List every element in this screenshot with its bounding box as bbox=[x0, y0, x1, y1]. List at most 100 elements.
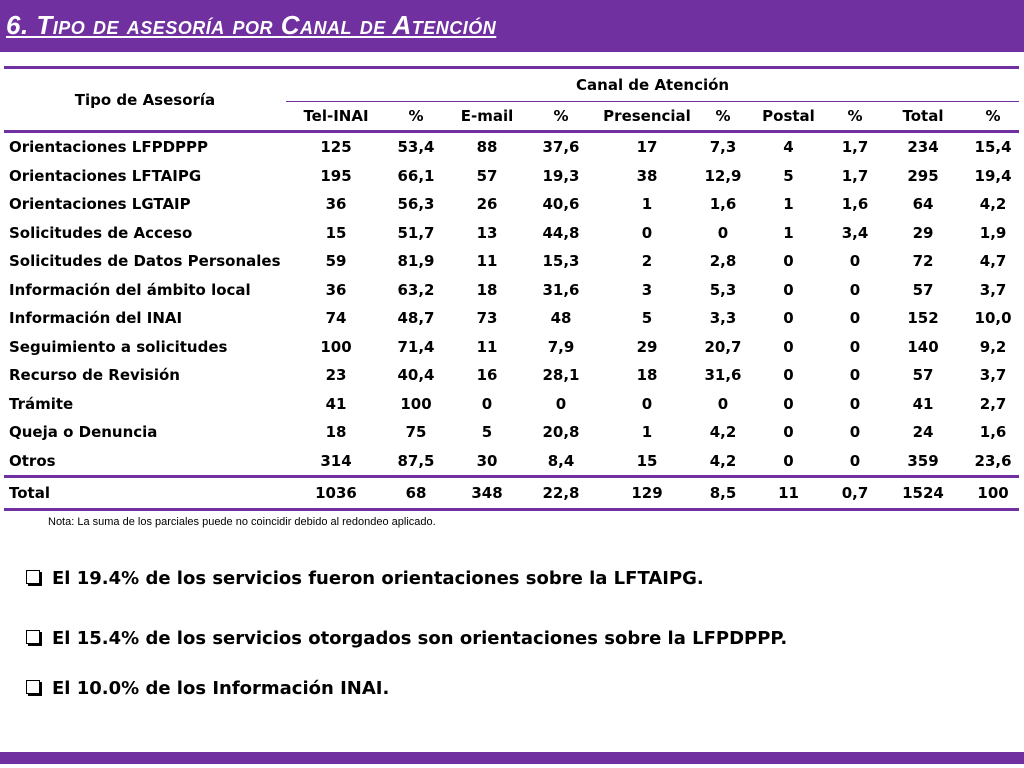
table-cell: 1,6 bbox=[709, 195, 737, 214]
table-cell: 13 bbox=[476, 223, 498, 242]
table-cell: 3 bbox=[641, 280, 653, 299]
table-cell: 0 bbox=[717, 223, 729, 242]
table-cell: 1,9 bbox=[979, 223, 1007, 242]
table-row: Queja o Denuncia 18 75 5 20,8 1 4,2 0 0 24 1,6 bbox=[4, 418, 1019, 447]
table-cell: 18 bbox=[636, 366, 658, 385]
total-label: Total bbox=[4, 475, 286, 511]
table-cell: 5 bbox=[481, 423, 493, 442]
table-note: Nota: La suma de los parciales puede no … bbox=[48, 516, 436, 528]
checkbox-bullet-icon bbox=[26, 570, 40, 584]
total-cell: 11 bbox=[746, 475, 831, 511]
table-cell: 1,7 bbox=[841, 166, 869, 185]
column-header: Presencial bbox=[594, 101, 700, 133]
table-cell: 88 bbox=[476, 138, 498, 157]
total-row: Total 1036 68 348 22,8 129 8,5 11 0,7 1524 100 bbox=[4, 475, 1020, 511]
table-cell: 64 bbox=[912, 195, 934, 214]
table-cell: 0 bbox=[783, 394, 794, 413]
table-cell: 0 bbox=[849, 337, 861, 356]
table-cell: 0 bbox=[849, 309, 861, 328]
row-label: Trámite bbox=[9, 394, 74, 413]
table-cell: 2 bbox=[641, 252, 653, 271]
table-row: Orientaciones LFTAIPG 195 66,1 57 19,3 38 12,9… bbox=[4, 162, 1019, 191]
table-row: Otros 314 87,5 30 8,4 15 4,2 0 0 359 23,6 bbox=[4, 447, 1019, 477]
table-cell: 0 bbox=[849, 252, 861, 271]
table-cell: 0 bbox=[783, 280, 794, 299]
column-header: Postal bbox=[746, 101, 831, 133]
table-cell: 24 bbox=[912, 423, 934, 442]
table-cell: 314 bbox=[320, 451, 352, 470]
table-cell: 87,5 bbox=[397, 451, 435, 470]
table-cell: 23 bbox=[325, 366, 347, 385]
table-cell: 1,6 bbox=[841, 195, 869, 214]
table-cell: 5 bbox=[641, 309, 653, 328]
checkbox-bullet-icon bbox=[26, 680, 40, 694]
table-cell: 15,4 bbox=[974, 138, 1012, 157]
table-cell: 2,8 bbox=[709, 252, 737, 271]
table-cell: 0 bbox=[783, 309, 794, 328]
table-cell: 10,0 bbox=[974, 309, 1012, 328]
table-cell: 3,7 bbox=[979, 366, 1007, 385]
table-cell: 57 bbox=[912, 366, 934, 385]
table-cell: 1 bbox=[641, 423, 653, 442]
total-cell: 0,7 bbox=[831, 475, 879, 511]
table-cell: 100 bbox=[320, 337, 352, 356]
table-cell: 140 bbox=[907, 337, 939, 356]
table-cell: 3,4 bbox=[841, 223, 869, 242]
table-cell: 81,9 bbox=[397, 252, 435, 271]
column-header: Total bbox=[879, 101, 967, 133]
total-cell: 22,8 bbox=[528, 475, 594, 511]
table-cell: 20,7 bbox=[704, 337, 742, 356]
row-label: Información del INAI bbox=[9, 309, 183, 328]
table-row: Seguimiento a solicitudes 100 71,4 11 7,9 29 2… bbox=[4, 333, 1019, 362]
total-cell: 1524 bbox=[879, 475, 967, 511]
table-row: Orientaciones LFPDPPP 125 53,4 88 37,6 17 7,3 4… bbox=[4, 132, 1019, 162]
table-cell: 18 bbox=[476, 280, 498, 299]
table-row: Información del INAI 74 48,7 73 48 5 3,3 0 0 152 1… bbox=[4, 304, 1019, 333]
row-label: Solicitudes de Datos Personales bbox=[9, 252, 281, 271]
table-cell: 0 bbox=[849, 423, 861, 442]
row-label: Orientaciones LFPDPPP bbox=[9, 138, 209, 157]
table-cell: 3,3 bbox=[709, 309, 737, 328]
total-cell: 1036 bbox=[286, 475, 386, 511]
table-cell: 37,6 bbox=[542, 138, 580, 157]
table-cell: 195 bbox=[320, 166, 352, 185]
table-cell: 4,7 bbox=[979, 252, 1007, 271]
table-cell: 73 bbox=[476, 309, 498, 328]
table-cell: 12,9 bbox=[704, 166, 742, 185]
row-label: Recurso de Revisión bbox=[9, 366, 180, 385]
table-body: Orientaciones LFPDPPP 125 53,4 88 37,6 17 7,3 4… bbox=[4, 132, 1019, 477]
table-cell: 66,1 bbox=[397, 166, 435, 185]
bullet-item: El 15.4% de los servicios otorgados son … bbox=[26, 628, 787, 649]
title-bar: 6. Tipo de asesoría por Canal de Atenció… bbox=[0, 0, 1024, 52]
total-cell: 100 bbox=[967, 475, 1020, 511]
table-cell: 16 bbox=[476, 366, 498, 385]
table-cell: 23,6 bbox=[974, 451, 1012, 470]
table-cell: 100 bbox=[400, 394, 432, 413]
table-cell: 2,7 bbox=[979, 394, 1007, 413]
total-cell: 348 bbox=[446, 475, 528, 511]
table-cell: 0 bbox=[783, 366, 794, 385]
table-row: Orientaciones LGTAIP 36 56,3 26 40,6 1 1,6 1 1,6… bbox=[4, 190, 1019, 219]
table-cell: 19,4 bbox=[974, 166, 1012, 185]
column-header: Tel-INAI bbox=[286, 101, 386, 133]
table-cell: 40,4 bbox=[397, 366, 435, 385]
table-cell: 0 bbox=[783, 423, 794, 442]
table-cell: 0 bbox=[783, 337, 794, 356]
table-cell: 5 bbox=[783, 166, 794, 185]
table-cell: 15 bbox=[325, 223, 347, 242]
page-title: 6. Tipo de asesoría por Canal de Atenció… bbox=[6, 10, 497, 40]
table-row: Información del ámbito local 36 63,2 18 31,6… bbox=[4, 276, 1019, 305]
table-cell: 0 bbox=[849, 366, 861, 385]
table-cell: 4,2 bbox=[709, 451, 737, 470]
table-cell: 234 bbox=[907, 138, 939, 157]
table-cell: 1,7 bbox=[841, 138, 869, 157]
table-cell: 36 bbox=[325, 195, 347, 214]
column-header: % bbox=[700, 101, 746, 133]
table-cell: 0 bbox=[641, 394, 653, 413]
table-cell: 48,7 bbox=[397, 309, 435, 328]
table-cell: 295 bbox=[907, 166, 939, 185]
table-cell: 75 bbox=[405, 423, 427, 442]
table-cell: 4 bbox=[783, 138, 794, 157]
canal-header: Canal de Atención bbox=[286, 66, 1020, 102]
table-cell: 1,6 bbox=[979, 423, 1007, 442]
